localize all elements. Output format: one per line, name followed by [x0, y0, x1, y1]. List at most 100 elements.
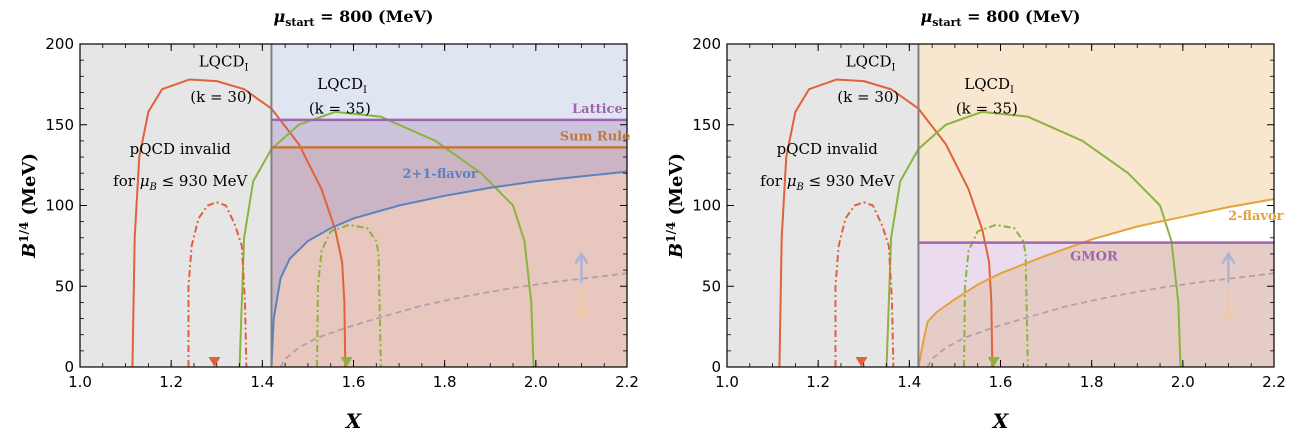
lqcd30-sub: I — [244, 63, 248, 74]
lqcd35-label: LQCDI — [964, 75, 1014, 96]
pqcd-invalid-range: for μB ≤ 930 MeV — [760, 172, 895, 193]
arrow-down-icon — [1221, 289, 1236, 321]
range-sub: B — [148, 182, 156, 193]
x-tick-label: 1.6 — [342, 373, 366, 391]
title-sub: start — [932, 16, 962, 29]
series-line-2 — [885, 110, 1182, 367]
x-axis-label: X — [344, 409, 363, 433]
title-mu: μ — [921, 7, 933, 26]
lqcd-marker-2 — [987, 357, 1000, 367]
y-tick-label: 200 — [692, 35, 721, 53]
y-tick-label: 150 — [45, 116, 74, 134]
x-tick-label: 1.6 — [989, 373, 1013, 391]
lqcd-marker-1 — [208, 357, 221, 367]
arrow-down-icon — [574, 289, 589, 321]
x-tick-label: 1.4 — [897, 373, 921, 391]
y-tick-label: 50 — [55, 277, 74, 295]
x-tick-label: 1.8 — [1080, 373, 1104, 391]
lqcd35-sub: I — [363, 85, 367, 96]
title-sub: start — [285, 16, 315, 29]
title-rest: = 800 (MeV) — [962, 7, 1081, 26]
plot-area — [80, 44, 627, 367]
x-tick-label: 2.0 — [1171, 373, 1195, 391]
lqcd35-k-label: (k = 35) — [956, 99, 1018, 117]
range-mu: μ — [787, 172, 797, 190]
x-tick-label: 1.0 — [715, 373, 739, 391]
lqcd30-main: LQCD — [846, 53, 892, 71]
pqcd-invalid-label: pQCD invalid — [777, 140, 879, 158]
chart-title: μstart = 800 (MeV) — [921, 7, 1081, 29]
band-line — [270, 170, 627, 367]
pqcd-invalid-range: for μB ≤ 930 MeV — [113, 172, 248, 193]
series-line-3 — [187, 201, 248, 367]
band-label: 2-flavor — [1228, 209, 1284, 224]
hline-label-1: Lattice — [572, 102, 623, 117]
lqcd35-sub: I — [1010, 85, 1014, 96]
x-tick-label: 2.2 — [615, 373, 639, 391]
overlap-region-fill — [918, 242, 1274, 367]
plot-area — [727, 44, 1274, 367]
y-tick-label: 0 — [64, 358, 74, 376]
chart-panel-2: 1.0 1.2 1.4 1.6 1.8 2.0 2.2 0 50 100 150 200 μstart … — [664, 7, 1286, 433]
x-tick-label: 1.2 — [159, 373, 183, 391]
band-label: 2+1-flavor — [402, 167, 477, 182]
chart-title: μstart = 800 (MeV) — [274, 7, 434, 29]
chart-panel-1: 1.0 1.2 1.4 1.6 1.8 2.0 2.2 0 50 100 150 200 μstart … — [17, 7, 639, 433]
series-line-5 — [926, 272, 1274, 367]
band-above-fill — [918, 44, 1274, 367]
pqcd-invalid-label: pQCD invalid — [130, 140, 232, 158]
x-axis-label: X — [991, 409, 1010, 433]
lqcd30-sub: I — [891, 63, 895, 74]
series-line-1 — [778, 78, 994, 367]
lqcd30-main: LQCD — [199, 53, 245, 71]
pqcd-invalid-region — [80, 44, 272, 367]
range-for: for — [760, 172, 787, 190]
y-axis-label-main: B — [666, 243, 687, 259]
x-tick-label: 1.4 — [250, 373, 274, 391]
y-tick-label: 100 — [692, 197, 721, 215]
series-line-2 — [238, 110, 535, 367]
y-axis-label-unit: (MeV) — [19, 153, 40, 222]
y-tick-label: 150 — [692, 116, 721, 134]
x-tick-label: 2.0 — [524, 373, 548, 391]
hline-label-1: GMOR — [1070, 250, 1118, 265]
y-tick-label: 0 — [711, 358, 721, 376]
lqcd30-label: LQCDI — [199, 53, 249, 74]
arrow-up-icon — [574, 251, 589, 284]
lqcd30-label: LQCDI — [846, 53, 896, 74]
lqcd-marker-2 — [340, 357, 353, 367]
y-axis-label-sup: 1/4 — [664, 222, 678, 243]
y-tick-label: 50 — [702, 277, 721, 295]
series-line-3 — [834, 201, 895, 367]
range-for: for — [113, 172, 140, 190]
y-axis-label: B1/4 (MeV) — [17, 153, 40, 259]
band-line — [917, 198, 1274, 367]
hline-label-2: Sum Rule — [560, 129, 631, 144]
range-mu: μ — [140, 172, 150, 190]
x-tick-label: 1.0 — [68, 373, 92, 391]
series-line-4 — [963, 223, 1029, 367]
y-axis-label: B1/4 (MeV) — [664, 153, 687, 259]
series-line-4 — [316, 223, 382, 367]
lqcd30-k-label: (k = 30) — [190, 88, 252, 106]
pqcd-invalid-region — [727, 44, 919, 367]
range-rest: ≤ 930 MeV — [157, 172, 249, 190]
x-tick-label: 2.2 — [1262, 373, 1286, 391]
x-tick-label: 1.2 — [806, 373, 830, 391]
lqcd35-main: LQCD — [317, 75, 363, 93]
x-tick-label: 1.8 — [433, 373, 457, 391]
y-axis-label-unit: (MeV) — [666, 153, 687, 222]
title-rest: = 800 (MeV) — [315, 7, 434, 26]
y-axis-label-sup: 1/4 — [17, 222, 31, 243]
title-mu: μ — [274, 7, 286, 26]
range-rest: ≤ 930 MeV — [804, 172, 896, 190]
band-below-fill — [271, 171, 627, 367]
lqcd35-label: LQCDI — [317, 75, 367, 96]
lqcd-marker-1 — [855, 357, 868, 367]
arrow-up-icon — [1221, 251, 1236, 284]
series-line-1 — [131, 78, 347, 367]
y-tick-label: 100 — [45, 197, 74, 215]
series-line-5 — [279, 272, 627, 367]
lqcd35-k-label: (k = 35) — [309, 99, 371, 117]
